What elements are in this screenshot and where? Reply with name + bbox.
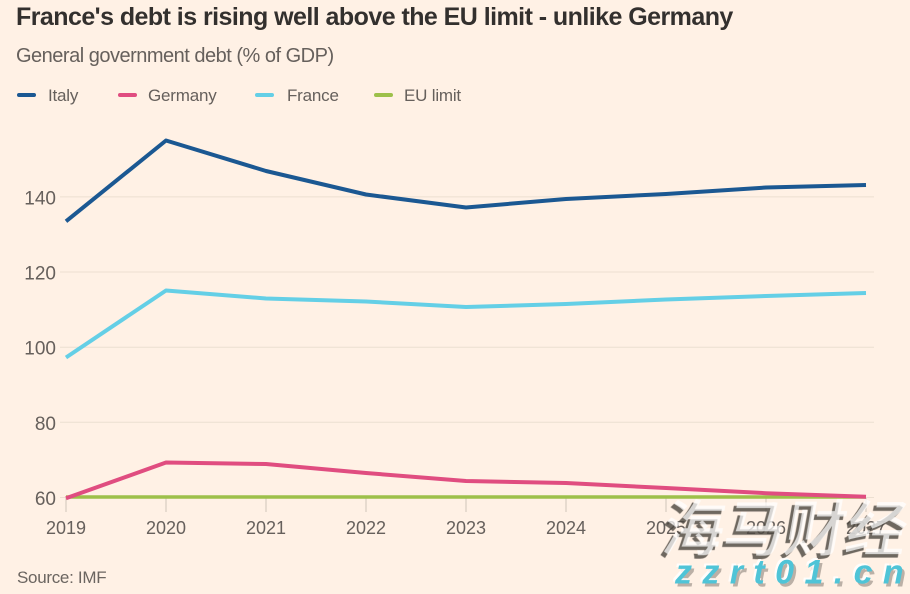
svg-text:120: 120 [24,264,56,285]
svg-text:2023: 2023 [446,518,486,538]
svg-text:60: 60 [35,489,56,510]
svg-text:zzrt01.cn: zzrt01.cn [672,552,910,590]
svg-text:2020: 2020 [146,518,186,538]
svg-text:2021: 2021 [246,518,286,538]
svg-text:2019: 2019 [46,518,86,538]
svg-text:zzrt01.cn: zzrt01.cn [674,554,910,592]
svg-text:100: 100 [24,339,56,360]
svg-text:zzrt01.cn: zzrt01.cn [677,557,910,594]
svg-text:140: 140 [24,188,56,209]
svg-text:2024: 2024 [546,518,586,538]
svg-text:80: 80 [35,414,56,435]
svg-text:2022: 2022 [346,518,386,538]
